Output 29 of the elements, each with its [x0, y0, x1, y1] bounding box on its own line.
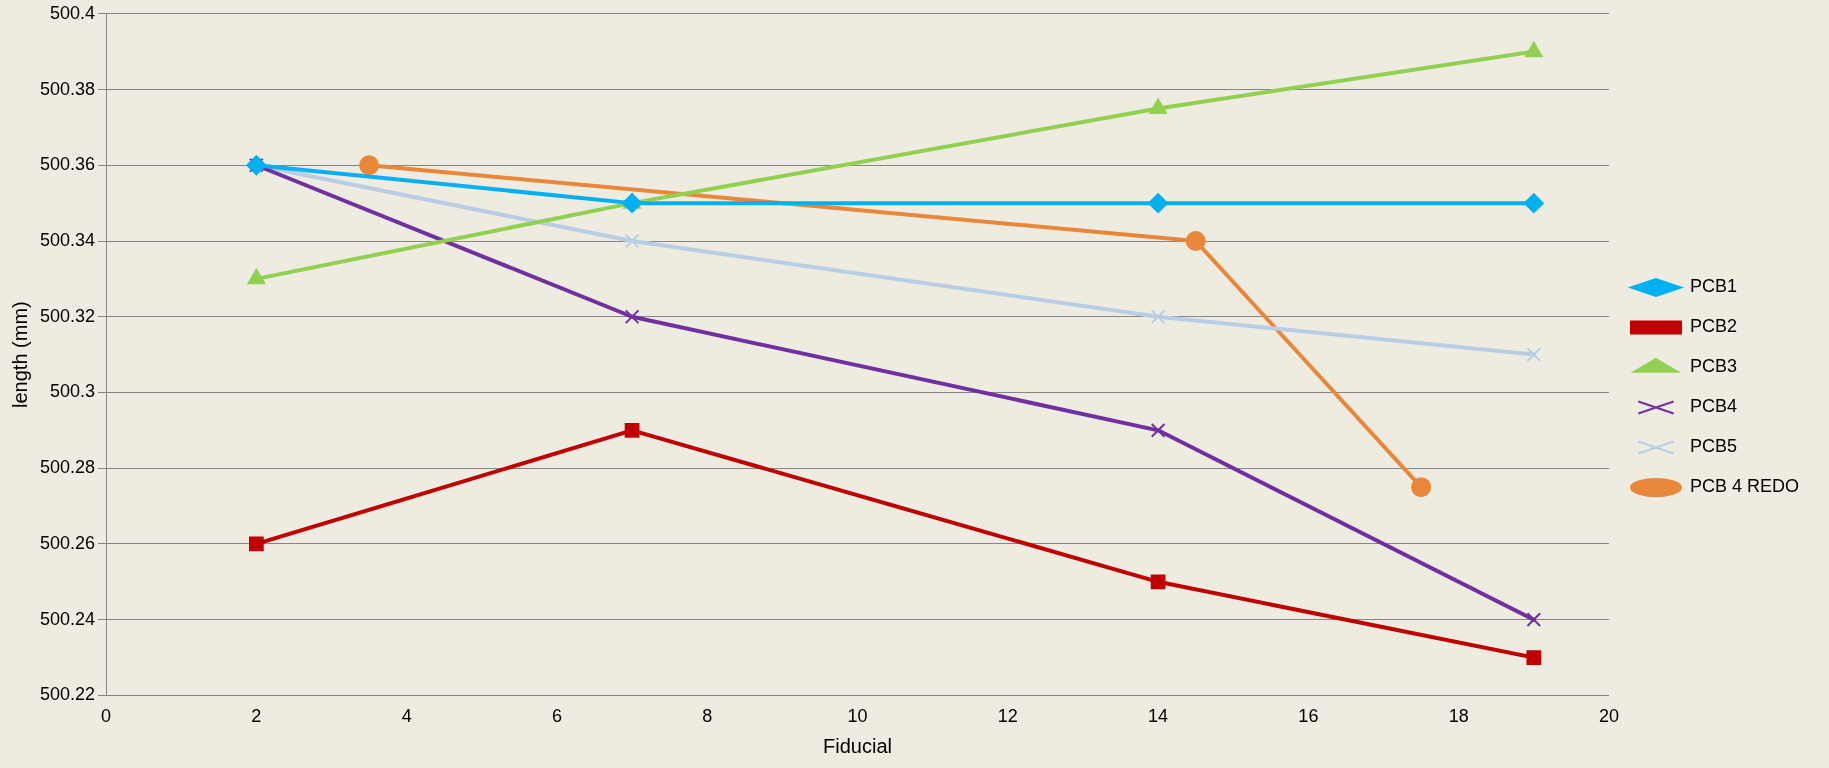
y-tick-label: 500.22	[39, 684, 96, 705]
y-tick-label: 500.32	[39, 305, 96, 326]
y-tick-label: 500.36	[39, 154, 96, 175]
legend-label: PCB 4 REDO	[1689, 476, 1799, 497]
legend-label: PCB5	[1689, 436, 1737, 457]
x-tick-label: 14	[1148, 706, 1169, 727]
x-tick-label: 16	[1298, 706, 1319, 727]
y-tick-label: 500.28	[39, 457, 96, 478]
x-tick-label: 18	[1448, 706, 1469, 727]
y-tick-label: 500.34	[39, 229, 96, 250]
legend-label: PCB4	[1689, 396, 1737, 417]
y-tick-label: 500.3	[50, 381, 96, 402]
x-tick-label: 10	[847, 706, 868, 727]
y-axis-title: length (mm)	[8, 301, 31, 408]
x-tick-label: 6	[551, 706, 562, 727]
legend-label: PCB1	[1689, 276, 1737, 297]
x-tick-label: 12	[997, 706, 1018, 727]
y-tick-label: 500.24	[39, 608, 96, 629]
y-tick-label: 500.26	[39, 532, 96, 553]
y-tick-label: 500.4	[50, 2, 96, 23]
y-tick-label: 500.38	[39, 78, 96, 99]
x-tick-label: 2	[251, 706, 262, 727]
legend-label: PCB2	[1689, 316, 1737, 337]
x-tick-label: 4	[401, 706, 412, 727]
x-tick-label: 20	[1598, 706, 1619, 727]
legend-label: PCB3	[1689, 356, 1737, 377]
x-tick-label: 8	[702, 706, 713, 727]
x-axis-title: Fiducial	[823, 734, 892, 757]
x-tick-label: 0	[101, 706, 112, 727]
